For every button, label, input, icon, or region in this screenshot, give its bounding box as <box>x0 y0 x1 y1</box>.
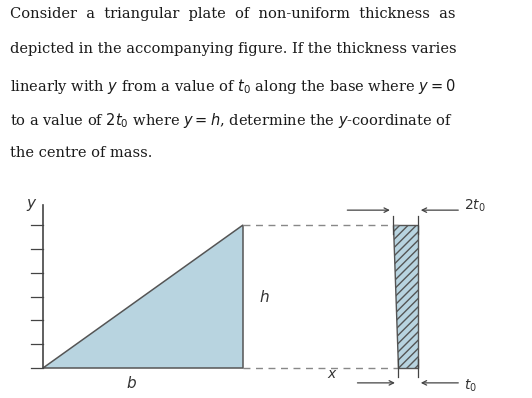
Text: $h$: $h$ <box>260 289 270 304</box>
Text: $b$: $b$ <box>126 375 137 391</box>
Polygon shape <box>43 225 243 368</box>
Text: $x$: $x$ <box>327 367 337 381</box>
Text: $y$: $y$ <box>26 197 37 213</box>
Polygon shape <box>393 225 418 368</box>
Text: $2t_0$: $2t_0$ <box>463 198 485 215</box>
Text: $t_0$: $t_0$ <box>463 378 477 394</box>
Text: depicted in the accompanying figure. If the thickness varies: depicted in the accompanying figure. If … <box>10 42 456 56</box>
Text: linearly with $y$ from a value of $t_0$ along the base where $y = 0$: linearly with $y$ from a value of $t_0$ … <box>10 76 455 96</box>
Text: Consider  a  triangular  plate  of  non-uniform  thickness  as: Consider a triangular plate of non-unifo… <box>10 7 455 21</box>
Text: to a value of $2t_0$ where $y = h$, determine the $y$-coordinate of: to a value of $2t_0$ where $y = h$, dete… <box>10 111 452 131</box>
Text: the centre of mass.: the centre of mass. <box>10 146 152 160</box>
